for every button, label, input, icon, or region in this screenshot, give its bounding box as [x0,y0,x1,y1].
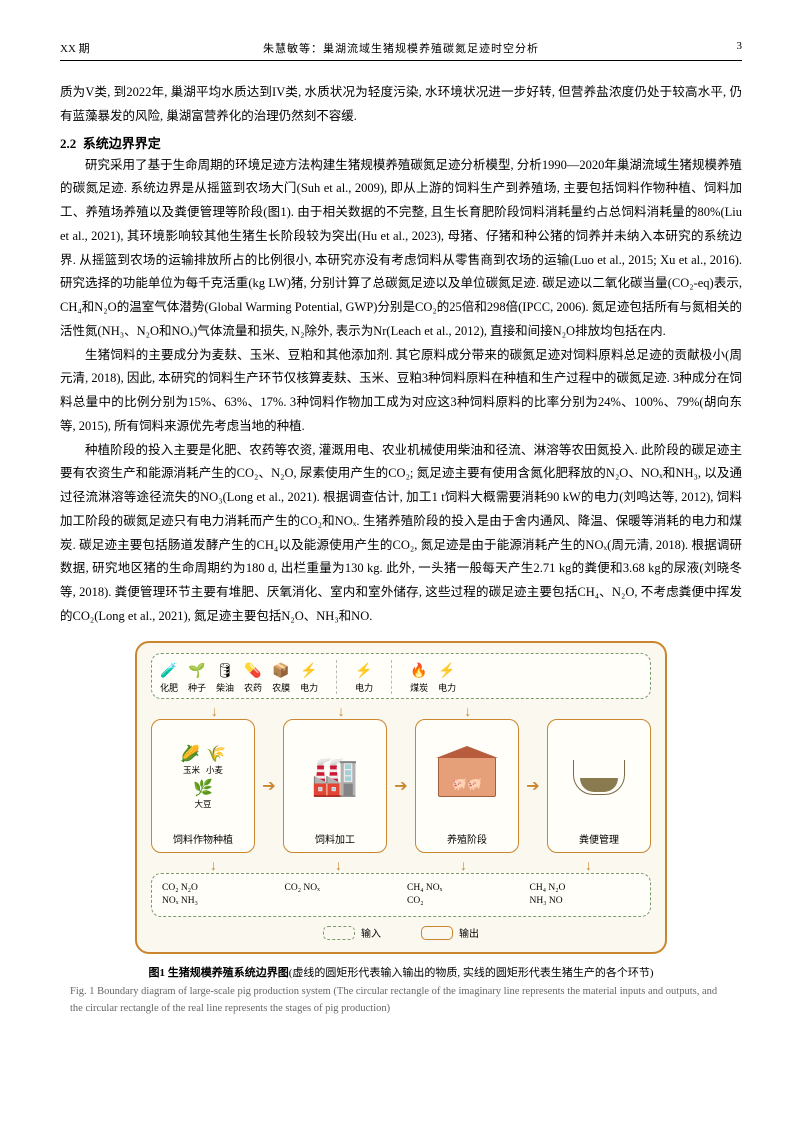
input-item: ⚡电力 [438,663,456,694]
manure-graphic [552,726,646,829]
body-paragraph-3: 种植阶段的投入主要是化肥、农药等农资, 灌溉用电、农业机械使用柴油和径流、淋溶等… [60,439,742,629]
outputs-box: CO₂ N₂O NOₓ NH₃ CO₂ NOₓ CH₄ NOₓ CO₂ CH₄ … [151,873,651,918]
arrow-down-icon: ↓ [335,859,342,875]
input-item: ⚡电力 [300,663,318,694]
input-icon: ⚡ [300,663,318,681]
input-label: 柴油 [216,681,234,694]
output-planting: CO₂ N₂O NOₓ NH₃ [160,880,275,911]
factory-icon: 🏭 [311,755,358,799]
input-label: 农膜 [272,681,290,694]
output-processing: CO₂ NOₓ [283,880,398,911]
system-boundary-diagram: 🧪化肥🌱种子🛢柴油💊农药📦农膜⚡电力 ⚡电力 🔥煤炭⚡电力 ↓ ↓ ↓ [135,641,667,955]
header-issue: XX 期 [60,40,120,56]
stage-label: 养殖阶段 [447,831,487,846]
stage-manure-management: 粪便管理 [547,719,651,853]
wheat-icon: 🌾 [206,744,226,764]
input-label: 农药 [244,681,262,694]
body-paragraph-2: 生猪饲料的主要成分为麦麸、玉米、豆粕和其他添加剂. 其它原料成分带来的碳氮足迹对… [60,344,742,439]
input-group-raising: 🔥煤炭 ⚡电力 [410,663,456,694]
legend-input: 输入 [323,925,381,940]
divider [336,660,337,694]
input-item: 🌱种子 [188,663,206,694]
figure-caption-cn-title: 图1 生猪规模养殖系统边界图 [148,967,288,979]
section-heading: 2.2 系统边界界定 [60,133,742,152]
figure-1: 🧪化肥🌱种子🛢柴油💊农药📦农膜⚡电力 ⚡电力 🔥煤炭⚡电力 ↓ ↓ ↓ [60,641,742,955]
figure-caption-cn: 图1 生猪规模养殖系统边界图(虚线的圆矩形代表输入输出的物质, 实线的圆矩形代表… [60,964,742,980]
input-icon: ⚡ [355,663,373,681]
input-group-processing: ⚡电力 [355,663,373,694]
input-label: 化肥 [160,681,178,694]
stages-row: 🌽 🌾 玉米 小麦 🌿 大豆 [151,719,651,853]
arrow-right-icon: ➔ [263,719,275,853]
input-label: 电力 [438,681,456,694]
input-icon: 📦 [272,663,290,681]
stage-feed-crop-planting: 🌽 🌾 玉米 小麦 🌿 大豆 [151,719,255,853]
header-page-no: 3 [682,40,742,56]
crop-label-corn: 玉米 [183,764,200,776]
stage-pig-raising: 🐖🐖 养殖阶段 [415,719,519,853]
pig-icon: 🐖🐖 [439,777,495,792]
legend-swatch-solid [421,926,453,940]
input-label: 种子 [188,681,206,694]
section-number: 2.2 [60,136,76,151]
stage-label: 饲料作物种植 [173,831,233,846]
input-item: 📦农膜 [272,663,290,694]
running-header: XX 期 朱慧敏等：巢湖流域生猪规模养殖碳氮足迹时空分析 3 [60,40,742,61]
inputs-box: 🧪化肥🌱种子🛢柴油💊农药📦农膜⚡电力 ⚡电力 🔥煤炭⚡电力 [151,653,651,699]
output-raising: CH₄ NOₓ CO₂ [405,880,520,911]
crop-label-wheat: 小麦 [206,764,223,776]
legend-label-output: 输出 [459,925,479,940]
header-title: 朱慧敏等：巢湖流域生猪规模养殖碳氮足迹时空分析 [120,40,682,56]
soy-icon: 🌿 [193,778,213,798]
input-icon: ⚡ [438,663,456,681]
divider [391,660,392,694]
crop-label-soy: 大豆 [180,798,226,810]
stage-label: 粪便管理 [579,831,619,846]
output-manure: CH₄ N₂O NH₃ NO [528,880,643,911]
factory-graphic: 🏭 [288,726,382,829]
input-icon: 🛢 [216,663,234,681]
corn-icon: 🌽 [180,744,200,764]
stage-feed-processing: 🏭 饲料加工 [283,719,387,853]
legend-swatch-dashed [323,926,355,940]
body-paragraph-1: 研究采用了基于生命周期的环境足迹方法构建生猪规模养殖碳氮足迹分析模型, 分析19… [60,154,742,344]
paragraph-continuation: 质为V类, 到2022年, 巢湖平均水质达到IV类, 水质状况为轻度污染, 水环… [60,81,742,129]
input-label: 煤炭 [410,681,428,694]
arrow-down-icon: ↓ [460,859,467,875]
input-item: 🧪化肥 [160,663,178,694]
input-item: 🔥煤炭 [410,663,428,694]
figure-caption-cn-note: (虚线的圆矩形代表输入输出的物质, 实线的圆矩形代表生猪生产的各个环节) [289,967,654,979]
input-item: 💊农药 [244,663,262,694]
section-title: 系统边界界定 [83,136,161,151]
input-label: 电力 [355,681,373,694]
input-item: ⚡电力 [355,663,373,694]
input-group-planting: 🧪化肥 🌱种子 🛢柴油 💊农药 📦农膜 ⚡电力 [160,663,318,694]
figure-legend: 输入 输出 [151,925,651,940]
input-icon: 🌱 [188,663,206,681]
input-icon: 💊 [244,663,262,681]
input-item: 🛢柴油 [216,663,234,694]
input-icon: 🧪 [160,663,178,681]
page: XX 期 朱慧敏等：巢湖流域生猪规模养殖碳氮足迹时空分析 3 质为V类, 到20… [0,0,802,1058]
figure-caption-en: Fig. 1 Boundary diagram of large-scale p… [60,984,742,1018]
stage-label: 饲料加工 [315,831,355,846]
crops-graphic: 🌽 🌾 玉米 小麦 🌿 大豆 [156,726,250,829]
arrow-down-icon: ↓ [585,859,592,875]
legend-label-input: 输入 [361,925,381,940]
arrow-right-icon: ➔ [395,719,407,853]
arrow-right-icon: ➔ [527,719,539,853]
legend-output: 输出 [421,925,479,940]
input-label: 电力 [300,681,318,694]
input-icon: 🔥 [410,663,428,681]
barn-graphic: 🐖🐖 [420,726,514,829]
arrow-down-icon: ↓ [210,859,217,875]
